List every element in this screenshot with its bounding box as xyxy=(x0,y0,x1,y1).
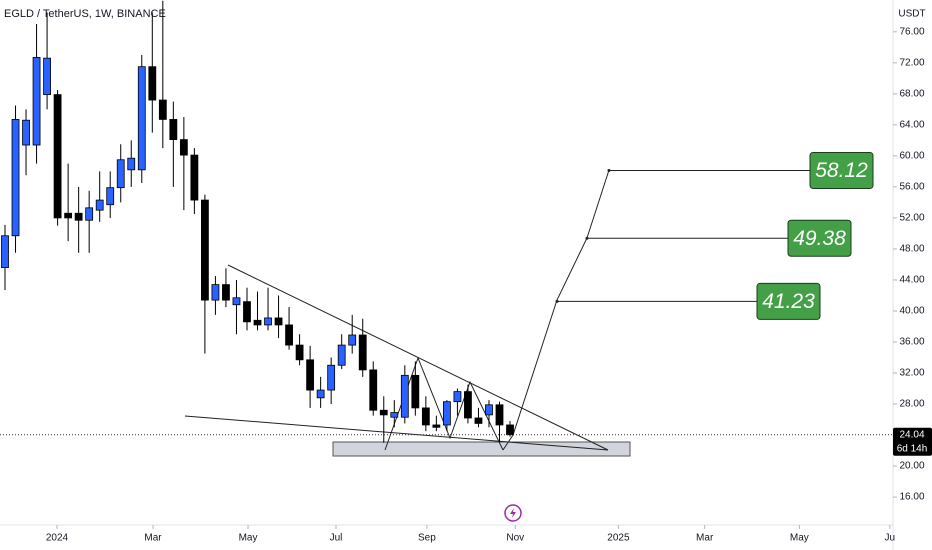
candle-body xyxy=(243,301,251,323)
candle-body xyxy=(390,412,399,418)
candle-body xyxy=(179,139,188,156)
candle-body xyxy=(158,99,167,120)
candle-body xyxy=(116,159,125,189)
candle-body xyxy=(464,391,472,419)
candle-body xyxy=(316,389,325,399)
candle-body xyxy=(106,187,115,206)
candle-body xyxy=(495,404,504,426)
candle-body xyxy=(127,157,136,171)
target-box xyxy=(756,282,821,320)
target-box xyxy=(809,151,874,189)
x-tick-label: May xyxy=(790,533,809,544)
candle-body xyxy=(232,297,241,306)
y-tick-label: 56.00 xyxy=(899,182,924,193)
candle-body xyxy=(222,284,230,301)
candle-body xyxy=(348,334,357,346)
lightning-icon xyxy=(504,504,522,522)
y-tick-label: 48.00 xyxy=(899,244,924,255)
y-tick-label: 40.00 xyxy=(899,306,924,317)
y-tick-label: 68.00 xyxy=(899,88,924,99)
lower-trendline xyxy=(184,415,609,451)
candle-body xyxy=(253,319,262,326)
y-tick-label: 32.00 xyxy=(899,368,924,379)
candle-body xyxy=(442,401,451,426)
candle-body xyxy=(43,57,51,96)
target-box xyxy=(787,219,852,257)
candle-body xyxy=(1,235,9,268)
candle-body xyxy=(274,317,283,326)
candle-body xyxy=(369,369,378,411)
y-tick-label: 20.00 xyxy=(899,461,924,472)
x-tick-label: Mar xyxy=(696,533,714,544)
y-tick-label: 60.00 xyxy=(899,151,924,162)
candle-body xyxy=(85,207,94,221)
x-tick-label: Sep xyxy=(418,533,436,544)
x-tick-label: Ju xyxy=(885,533,896,544)
last-price-label: 24.04 xyxy=(899,429,924,440)
x-tick-label: May xyxy=(239,533,258,544)
currency-label: USDT xyxy=(898,9,925,20)
candle-body xyxy=(64,212,73,219)
x-tick-label: 2025 xyxy=(607,533,630,544)
x-tick-label: Jul xyxy=(330,533,343,544)
candle-body xyxy=(137,66,146,171)
target-label: 41.23 xyxy=(762,290,815,313)
candle-body xyxy=(474,417,483,424)
x-tick-label: Mar xyxy=(144,533,162,544)
last-price-box xyxy=(893,427,932,456)
target-point xyxy=(607,168,611,172)
candle-body xyxy=(411,374,420,409)
candle-body xyxy=(201,199,209,301)
candle-body xyxy=(74,212,83,221)
candle-body xyxy=(453,391,462,403)
candle-body xyxy=(169,119,178,140)
candle-body xyxy=(53,94,62,219)
x-tick-label: 2024 xyxy=(46,533,69,544)
chart-title: EGLD / TetherUS, 1W, BINANCE xyxy=(4,8,166,20)
candle-body xyxy=(22,119,30,146)
candle-body xyxy=(506,424,514,436)
candle-body xyxy=(264,317,272,326)
candle-body xyxy=(95,199,104,211)
support-zone xyxy=(332,441,631,457)
target-point xyxy=(555,299,559,303)
countdown-label: 6d 14h xyxy=(897,443,928,454)
candle-body xyxy=(327,364,336,391)
candle-body xyxy=(432,424,441,428)
target-label: 49.38 xyxy=(793,227,846,250)
y-tick-label: 52.00 xyxy=(899,213,924,224)
candle-body xyxy=(306,359,315,391)
candle-body xyxy=(337,344,346,366)
y-tick-label: 16.00 xyxy=(899,492,924,503)
candle-body xyxy=(11,119,20,237)
candle-body xyxy=(285,324,293,346)
candle-body xyxy=(295,344,304,361)
candle-body xyxy=(211,284,220,301)
y-tick-label: 76.00 xyxy=(899,26,924,37)
candle-body xyxy=(379,409,388,416)
candle-body xyxy=(421,407,430,426)
candle-body xyxy=(148,66,157,101)
candle-body xyxy=(32,56,41,146)
target-label: 58.12 xyxy=(815,159,868,182)
y-tick-label: 28.00 xyxy=(899,399,924,410)
y-tick-label: 36.00 xyxy=(899,337,924,348)
y-tick-label: 72.00 xyxy=(899,57,924,68)
candle-body xyxy=(485,404,493,416)
y-tick-label: 64.00 xyxy=(899,119,924,130)
candle-body xyxy=(358,334,367,371)
candle-body xyxy=(400,374,409,418)
x-tick-label: Nov xyxy=(506,533,524,544)
candle-body xyxy=(190,154,199,201)
y-tick-label: 44.00 xyxy=(899,275,924,286)
target-point xyxy=(585,236,589,240)
